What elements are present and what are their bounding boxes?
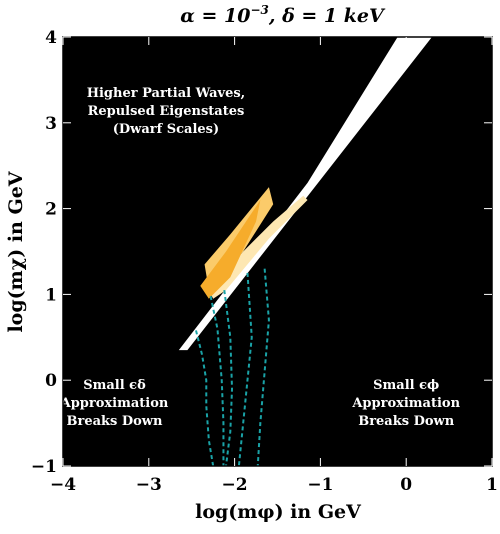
region-band-light	[208, 195, 308, 299]
x-tick-label: −2	[222, 475, 248, 495]
annotation-line: Approximation	[351, 396, 460, 411]
x-tick-label: 1	[486, 475, 498, 495]
y-tick-label: 4	[45, 28, 57, 48]
x-tick-label: −3	[136, 475, 162, 495]
annotation-3: Small ϵϕ Approximation Breaks Down	[351, 378, 460, 429]
annotation-2: Small ϵδ Approximation Breaks Down	[60, 378, 169, 429]
curve-5	[256, 268, 270, 467]
title-exponent: −3	[250, 3, 268, 17]
x-tick-label: 0	[400, 475, 412, 495]
annotation-line: Breaks Down	[66, 414, 163, 429]
curve-4	[237, 272, 253, 467]
y-axis-label: log(mχ) in GeV	[5, 170, 27, 332]
annotation-line: Breaks Down	[358, 414, 455, 429]
x-tick-label: −1	[307, 475, 333, 495]
y-tick-label: −1	[31, 457, 57, 477]
chart-title: α = 10−3, δ = 1 keV	[180, 3, 386, 27]
region-allowed-wedge	[178, 37, 432, 351]
x-axis-label: log(mφ) in GeV	[195, 501, 362, 523]
annotation-line: Approximation	[60, 396, 169, 411]
annotations-layer: Higher Partial Waves, Repulsed Eigenstate…	[60, 86, 461, 429]
annotation-line: Small ϵδ	[83, 378, 146, 393]
curve-3	[223, 289, 234, 467]
regions-layer	[178, 37, 432, 351]
annotation-1: Higher Partial Waves, Repulsed Eigenstate…	[87, 86, 246, 137]
annotation-line: Repulsed Eigenstates	[88, 104, 245, 119]
annotation-line: Small ϵϕ	[373, 378, 439, 393]
region-band-dark	[200, 200, 261, 299]
curve-1	[195, 330, 215, 467]
y-axis-ticks: −1 0 1 2 3 4	[31, 28, 492, 477]
x-axis-ticks: −4 −3 −2 −1 0 1	[50, 37, 498, 495]
annotation-line: (Dwarf Scales)	[113, 122, 219, 137]
y-tick-label: 1	[45, 285, 57, 305]
plot-background	[63, 37, 492, 466]
curves-layer	[195, 268, 270, 467]
annotation-line: Higher Partial Waves,	[87, 86, 246, 101]
y-tick-label: 3	[45, 114, 57, 134]
plot-frame	[62, 36, 493, 467]
title-rest: , δ = 1 keV	[268, 5, 386, 27]
x-tick-label: −4	[50, 475, 76, 495]
curve-2	[209, 295, 225, 466]
y-tick-label: 2	[45, 200, 57, 220]
y-tick-label: 0	[45, 371, 57, 391]
